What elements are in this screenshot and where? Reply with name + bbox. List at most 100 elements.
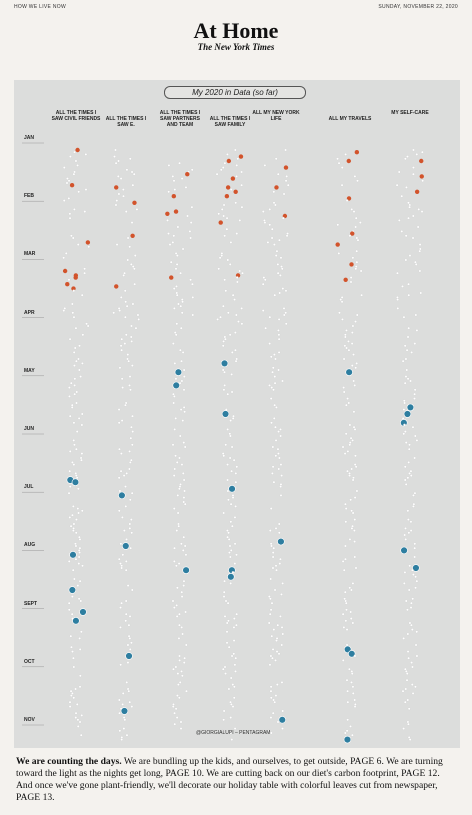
day-dot	[281, 582, 284, 585]
day-dot	[178, 659, 181, 662]
day-dot	[118, 447, 121, 451]
day-dot	[276, 271, 280, 275]
day-dot	[405, 186, 408, 189]
day-dot	[412, 505, 415, 508]
day-dot	[402, 727, 405, 730]
day-dot	[271, 465, 275, 469]
day-dot	[348, 441, 352, 444]
day-dot	[271, 555, 275, 559]
day-dot	[120, 736, 124, 739]
day-dot	[77, 597, 81, 601]
day-dot	[344, 502, 347, 506]
day-dot	[345, 199, 349, 202]
day-dot	[229, 731, 233, 735]
day-dot	[403, 667, 407, 671]
day-dot	[178, 612, 181, 616]
day-dot	[340, 166, 344, 169]
day-dot	[123, 529, 126, 532]
blue-dot	[125, 652, 133, 660]
day-dot	[351, 331, 354, 334]
day-dot	[183, 410, 186, 414]
day-dot	[277, 652, 281, 656]
day-dot	[126, 236, 130, 240]
day-dot	[278, 291, 282, 295]
day-dot	[269, 685, 273, 689]
day-dot	[177, 302, 180, 306]
dots	[22, 142, 424, 744]
day-dot	[407, 588, 411, 592]
column-header: ALL THE TIMES I SAW CIVIL FRIENDS	[51, 110, 101, 122]
day-dot	[272, 480, 276, 484]
day-dot	[403, 344, 407, 348]
day-dot	[117, 408, 121, 411]
day-dot	[406, 720, 410, 724]
day-dot	[185, 689, 188, 693]
day-dot	[404, 430, 407, 433]
day-dot	[183, 656, 186, 660]
day-dot	[348, 586, 352, 590]
day-dot	[278, 562, 282, 565]
day-dot	[115, 243, 119, 246]
day-dot	[280, 643, 284, 647]
red-dot	[283, 165, 289, 170]
day-dot	[73, 577, 76, 581]
day-dot	[285, 234, 289, 238]
day-dot	[78, 535, 81, 539]
day-dot	[75, 447, 78, 451]
day-dot	[267, 729, 271, 733]
day-dot	[80, 714, 84, 717]
day-dot	[171, 443, 175, 447]
red-dot	[224, 194, 230, 199]
day-dot	[66, 177, 69, 180]
day-dot	[227, 498, 230, 502]
day-dot	[123, 342, 127, 345]
day-dot	[344, 153, 347, 156]
day-dot	[223, 615, 227, 618]
day-dot	[225, 227, 229, 231]
day-dot	[219, 168, 223, 172]
day-dot	[180, 298, 184, 301]
day-dot	[182, 388, 186, 392]
day-dot	[77, 417, 81, 420]
day-dot	[178, 161, 181, 165]
day-dot	[118, 366, 122, 370]
day-dot	[67, 601, 71, 605]
day-dot	[401, 689, 405, 693]
day-dot	[411, 214, 415, 218]
day-dot	[72, 665, 76, 669]
day-dot	[230, 390, 234, 394]
day-dot	[284, 322, 288, 326]
day-dot	[344, 619, 348, 623]
day-dot	[269, 608, 273, 612]
day-dot	[230, 373, 234, 376]
day-dot	[408, 254, 412, 257]
day-dot	[233, 562, 237, 565]
day-dot	[270, 634, 274, 638]
day-dot	[349, 280, 353, 284]
day-dot	[410, 661, 413, 664]
day-dot	[181, 351, 185, 354]
day-dot	[127, 623, 131, 627]
day-dot	[268, 529, 272, 532]
day-dot	[79, 456, 83, 460]
day-dot	[267, 621, 271, 625]
day-dot	[346, 700, 350, 704]
day-dot	[353, 384, 357, 387]
day-dot	[73, 392, 77, 396]
day-dot	[354, 265, 358, 268]
day-dot	[173, 711, 176, 715]
day-dot	[273, 293, 277, 297]
day-dot	[126, 643, 130, 647]
red-dot	[233, 189, 238, 194]
day-dot	[351, 439, 354, 442]
day-dot	[135, 208, 139, 211]
day-dot	[81, 564, 84, 568]
day-dot	[406, 476, 410, 480]
day-dot	[69, 155, 72, 158]
day-dot	[174, 665, 178, 669]
day-dot	[182, 406, 186, 409]
day-dot	[74, 716, 78, 719]
day-dot	[421, 150, 424, 154]
day-dot	[234, 359, 238, 363]
day-dot	[188, 230, 192, 233]
